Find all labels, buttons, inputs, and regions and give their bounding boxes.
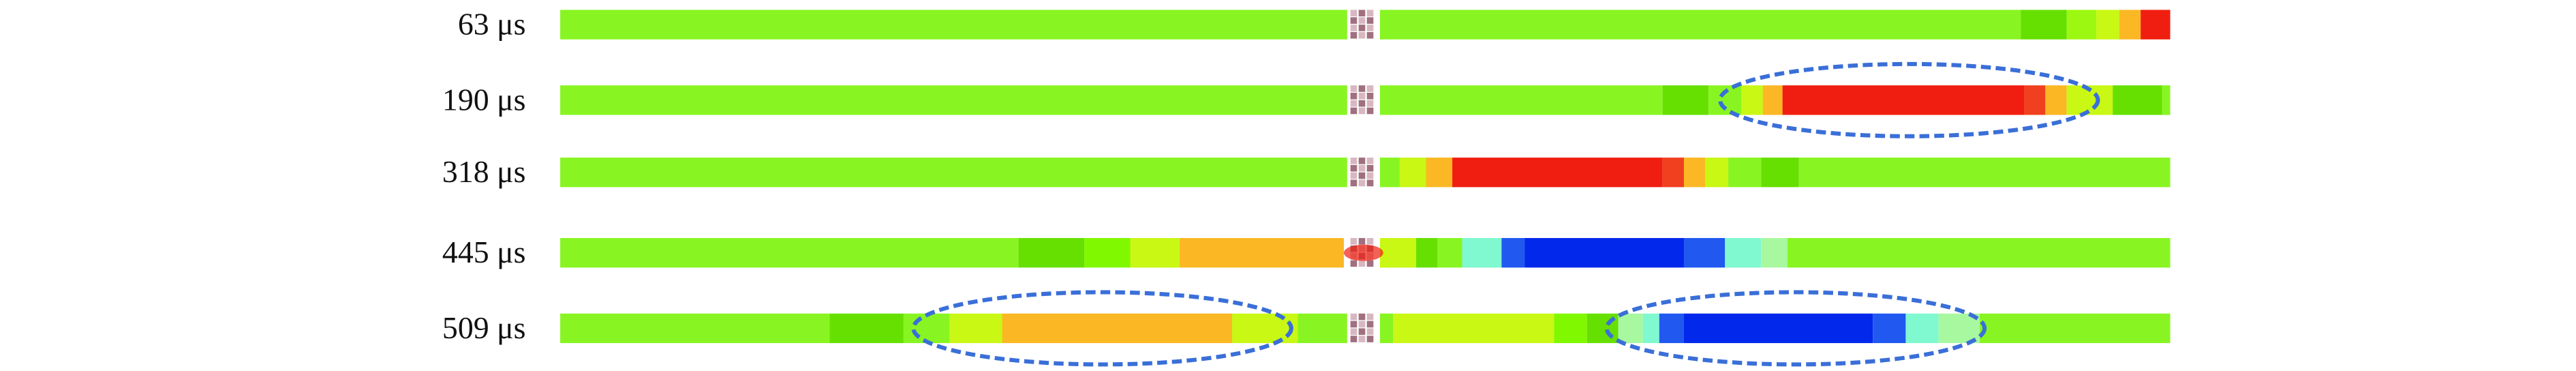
strip-segment [1399,158,1426,188]
strip-row [560,158,2171,188]
strip-segment [1873,313,1906,344]
strip-segment [1905,313,1939,344]
highlight-ellipse [1604,290,1987,367]
strip-segment [1938,313,1980,344]
strip-segment [560,85,1347,115]
highlight-ellipse [1718,61,2100,138]
strip-segment [2024,85,2046,115]
strip-segment [1761,158,1799,188]
strip-segment [1728,158,1762,188]
strip-segment [560,313,830,344]
strip-segment [1084,238,1131,268]
strip-row [560,10,2171,40]
strip-segment [1725,238,1762,268]
row-time-label: 63 μs [458,7,526,42]
strip-segment [2096,10,2119,40]
strip-segment [1437,238,1462,268]
strip-segment [1683,158,1706,188]
strip-segment [1380,10,2021,40]
gap-texture [1350,85,1374,115]
strip-segment [1462,238,1502,268]
strip-segment [1762,85,1783,115]
strip-segment [1798,158,2171,188]
strip-segment [1380,313,1394,344]
strip-segment [1761,238,1788,268]
strip-row [560,85,2171,115]
strip-segment [1979,313,2171,344]
strip-segment [1380,158,1400,188]
strip-segment [829,313,904,344]
strip-segment [2045,85,2067,115]
strip-segment [1130,238,1180,268]
strip-segment [560,10,1347,40]
strip-segment [1380,85,1663,115]
strip-segment [1683,313,1873,344]
gap-texture [1350,158,1374,187]
strip-segment [2119,10,2141,40]
gap-hotspot [1343,244,1383,261]
strip-segment [1642,313,1659,344]
strip-segment [1452,158,1663,188]
strip-segment [2021,10,2067,40]
strip-segment [1179,238,1344,268]
strip-segment [560,158,1347,188]
strip-segment [1662,85,1709,115]
gap-texture [1350,313,1374,342]
strip-segment [1524,238,1684,268]
strip-segment [1618,313,1643,344]
strip-segment [1741,85,1763,115]
row-time-label: 509 μs [442,310,525,345]
highlight-ellipse [911,290,1293,367]
strip-segment [903,313,950,344]
strip-segment [1416,238,1438,268]
strip-segment [1683,238,1726,268]
strip-segment [1232,313,1298,344]
strip-segment [1659,313,1684,344]
strip-segment [1393,313,1554,344]
strip-segment [2141,10,2171,40]
gap-texture [1350,10,1374,39]
strip-segment [1298,313,1347,344]
strip-segment [560,238,1019,268]
strip-segment [1554,313,1587,344]
strip-row [560,238,2171,268]
strip-segment [1380,238,1417,268]
strip-segment [949,313,1002,344]
row-time-label: 318 μs [442,154,525,189]
row-time-label: 445 μs [442,235,525,269]
strip-segment [2162,85,2171,115]
strip-segment [2113,85,2162,115]
strip-segment [1501,238,1525,268]
strip-segment [1018,238,1085,268]
strip-segment [1782,85,2024,115]
strip-segment [1787,238,2171,268]
strip-segment [1662,158,1684,188]
strip-segment [1002,313,1233,344]
row-time-label: 190 μs [442,82,525,117]
strip-segment [1705,158,1729,188]
strip-row [560,313,2171,344]
strip-segment [1426,158,1453,188]
strip-segment [2066,10,2097,40]
